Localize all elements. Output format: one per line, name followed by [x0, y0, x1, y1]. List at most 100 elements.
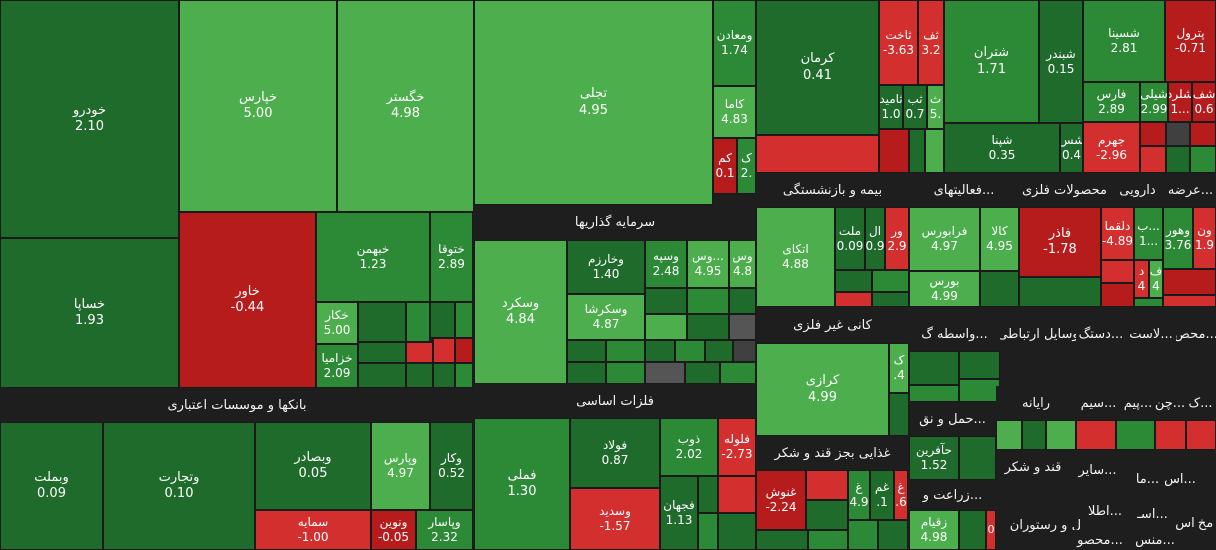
treemap-tile[interactable]: [606, 340, 645, 362]
treemap-tile[interactable]: [1116, 420, 1155, 450]
treemap-tile[interactable]: [645, 314, 687, 340]
symbol-cell[interactable]: ومعادن 1.74: [713, 0, 756, 86]
symbol-cell[interactable]: پترول -0.71: [1165, 0, 1216, 82]
symbol-cell[interactable]: خساپا 1.93: [0, 238, 179, 388]
treemap-tile[interactable]: [1163, 269, 1216, 295]
symbol-cell[interactable]: شبندر 0.15: [1039, 0, 1083, 123]
treemap-tile[interactable]: [1186, 420, 1216, 450]
symbol-cell[interactable]: کرازی 4.99: [756, 343, 889, 436]
treemap-tile[interactable]: [729, 288, 756, 314]
treemap-tile[interactable]: [1155, 420, 1186, 450]
symbol-cell[interactable]: کالا 4.95: [980, 207, 1019, 271]
symbol-cell[interactable]: فلوله -2.73: [718, 418, 756, 476]
treemap-tile[interactable]: [1163, 295, 1216, 307]
treemap-tile[interactable]: [433, 338, 455, 363]
treemap-tile[interactable]: [959, 510, 986, 550]
symbol-cell[interactable]: کرمان 0.41: [756, 0, 879, 135]
treemap-tile[interactable]: [698, 513, 718, 550]
symbol-cell[interactable]: تجلی 4.95: [474, 0, 713, 205]
symbol-cell[interactable]: وهور 3.76: [1163, 207, 1193, 269]
treemap-tile[interactable]: [1190, 146, 1216, 173]
symbol-cell[interactable]: شلرد 1...: [1168, 82, 1192, 122]
symbol-cell[interactable]: ک .4: [889, 343, 909, 393]
treemap-tile[interactable]: [808, 530, 848, 550]
symbol-cell[interactable]: وبملت 0.09: [0, 422, 103, 550]
treemap-tile[interactable]: [872, 292, 909, 307]
treemap-tile[interactable]: [872, 270, 909, 292]
treemap-tile[interactable]: [1019, 277, 1101, 307]
treemap-tile[interactable]: [756, 530, 808, 550]
symbol-cell[interactable]: فرابورس 4.97: [909, 207, 980, 271]
symbol-cell[interactable]: وپارس 4.97: [371, 422, 430, 510]
symbol-cell[interactable]: فاذر -1.78: [1019, 207, 1101, 277]
symbol-cell[interactable]: ثاخت -3.63: [879, 0, 918, 85]
symbol-cell[interactable]: دلقما -4.89: [1101, 207, 1134, 260]
symbol-cell[interactable]: ثامید 1.0: [879, 85, 903, 129]
treemap-tile[interactable]: [806, 470, 848, 500]
treemap-tile[interactable]: [996, 420, 1022, 450]
symbol-cell[interactable]: ون 1.9: [1193, 207, 1216, 269]
symbol-cell[interactable]: غ 4.9: [848, 470, 870, 520]
symbol-cell[interactable]: اتکای 4.88: [756, 207, 835, 307]
symbol-cell[interactable]: خبهمن 1.23: [316, 212, 430, 302]
symbol-cell[interactable]: وپاسار 2.32: [416, 510, 473, 550]
symbol-cell[interactable]: شپنا 0.35: [944, 123, 1060, 173]
symbol-cell[interactable]: ک 2.: [737, 138, 756, 194]
treemap-tile[interactable]: [733, 340, 756, 362]
symbol-cell[interactable]: خپارس 5.00: [179, 0, 337, 212]
symbol-cell[interactable]: وتجارت 0.10: [103, 422, 255, 550]
treemap-tile[interactable]: [909, 129, 925, 173]
symbol-cell[interactable]: کم 0.1: [713, 138, 737, 194]
symbol-cell[interactable]: جهرم -2.96: [1083, 122, 1140, 173]
symbol-cell[interactable]: 0: [986, 510, 996, 550]
treemap-tile[interactable]: [889, 393, 909, 436]
symbol-cell[interactable]: خودرو 2.10: [0, 0, 179, 238]
treemap-tile[interactable]: [685, 362, 720, 384]
symbol-cell[interactable]: حآفرین 1.52: [909, 436, 959, 480]
treemap-tile[interactable]: [406, 342, 433, 363]
symbol-cell[interactable]: کاما 4.83: [713, 86, 756, 138]
symbol-cell[interactable]: شس 0.4: [1060, 123, 1083, 173]
symbol-cell[interactable]: سمایه -1.00: [255, 510, 371, 550]
treemap-tile[interactable]: [406, 302, 430, 342]
treemap-tile[interactable]: [433, 363, 455, 388]
treemap-tile[interactable]: [909, 385, 959, 402]
treemap-tile[interactable]: [835, 270, 872, 292]
treemap-tile[interactable]: [455, 363, 473, 388]
treemap-tile[interactable]: [1140, 122, 1166, 146]
treemap-tile[interactable]: [1101, 260, 1134, 283]
symbol-cell[interactable]: غنوش -2.24: [756, 470, 806, 530]
symbol-cell[interactable]: شف 0.6: [1192, 82, 1216, 122]
symbol-cell[interactable]: ث 5.: [927, 85, 944, 129]
symbol-cell[interactable]: فجهان 1.13: [660, 476, 698, 550]
symbol-cell[interactable]: خگستر 4.98: [337, 0, 474, 212]
treemap-tile[interactable]: [705, 340, 733, 362]
treemap-tile[interactable]: [835, 292, 872, 307]
treemap-tile[interactable]: [806, 500, 848, 530]
treemap-tile[interactable]: [358, 342, 406, 363]
treemap-tile[interactable]: [718, 513, 756, 550]
symbol-cell[interactable]: وسپه 2.48: [645, 240, 687, 288]
symbol-cell[interactable]: وخارزم 1.40: [567, 240, 645, 294]
symbol-cell[interactable]: شیلی 2.99: [1140, 82, 1168, 122]
treemap-tile[interactable]: [358, 302, 406, 342]
symbol-cell[interactable]: ثب 0.7: [903, 85, 927, 129]
symbol-cell[interactable]: فولاد 0.87: [570, 418, 660, 488]
treemap-tile[interactable]: [909, 351, 959, 385]
treemap-tile[interactable]: [720, 362, 756, 384]
treemap-tile[interactable]: [645, 340, 675, 362]
treemap-tile[interactable]: [698, 476, 718, 513]
treemap-tile[interactable]: [430, 302, 455, 338]
treemap-tile[interactable]: [1166, 122, 1190, 146]
symbol-cell[interactable]: ب... 1...: [1134, 207, 1163, 260]
symbol-cell[interactable]: ذوب 2.02: [660, 418, 718, 476]
treemap-tile[interactable]: [980, 271, 1019, 307]
treemap-tile[interactable]: [1076, 420, 1116, 450]
symbol-cell[interactable]: زقیام 4.98: [909, 510, 959, 550]
symbol-cell[interactable]: وکار 0.52: [430, 422, 473, 510]
treemap-tile[interactable]: [1101, 283, 1134, 307]
treemap-tile[interactable]: [878, 520, 908, 550]
symbol-cell[interactable]: وبصادر 0.05: [255, 422, 371, 510]
symbol-cell[interactable]: غ .6: [894, 470, 908, 520]
